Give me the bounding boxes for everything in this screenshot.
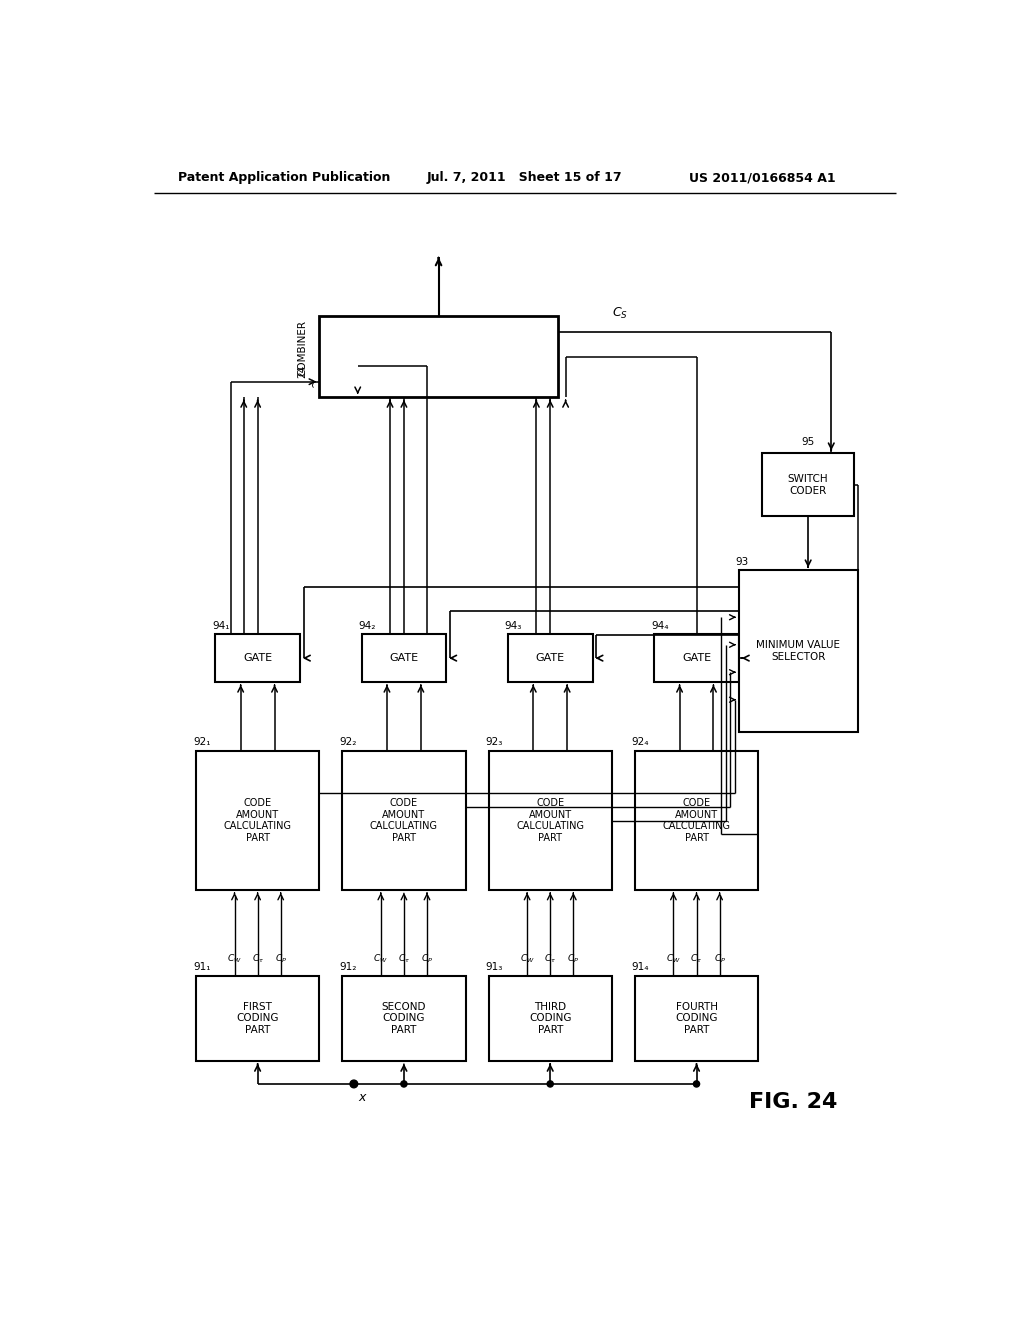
Bar [342, 751, 466, 890]
Bar [508, 635, 593, 682]
Text: $C_P$: $C_P$ [274, 953, 287, 965]
Text: $C_\tau$: $C_\tau$ [398, 953, 410, 965]
Text: Jul. 7, 2011   Sheet 15 of 17: Jul. 7, 2011 Sheet 15 of 17 [427, 172, 623, 185]
Text: THIRD
CODING
PART: THIRD CODING PART [529, 1002, 571, 1035]
Text: 92₁: 92₁ [193, 737, 210, 747]
Bar [739, 570, 858, 733]
Bar [488, 977, 611, 1061]
Bar [319, 317, 558, 397]
Text: $C_\tau$: $C_\tau$ [690, 953, 702, 965]
Text: $C_W$: $C_W$ [374, 953, 388, 965]
Text: SECOND
CODING
PART: SECOND CODING PART [382, 1002, 426, 1035]
Text: 91₂: 91₂ [339, 961, 356, 972]
Text: SWITCH
CODER: SWITCH CODER [787, 474, 828, 496]
Text: GATE: GATE [536, 653, 565, 663]
Text: 93: 93 [735, 557, 749, 568]
Text: US 2011/0166854 A1: US 2011/0166854 A1 [689, 172, 836, 185]
Text: GATE: GATE [389, 653, 419, 663]
Text: $C_W$: $C_W$ [227, 953, 242, 965]
Text: 91₁: 91₁ [193, 961, 210, 972]
Text: $C_\tau$: $C_\tau$ [252, 953, 264, 965]
Text: $C_S$: $C_S$ [611, 306, 628, 321]
Text: 92₃: 92₃ [485, 737, 503, 747]
Text: 91₄: 91₄ [632, 961, 649, 972]
Text: ~: ~ [306, 376, 319, 387]
Text: CODE
AMOUNT
CALCULATING
PART: CODE AMOUNT CALCULATING PART [516, 799, 585, 843]
Text: $C_P$: $C_P$ [714, 953, 726, 965]
Bar [342, 977, 466, 1061]
Text: x: x [357, 1092, 366, 1105]
Bar [215, 635, 300, 682]
Text: MINIMUM VALUE
SELECTOR: MINIMUM VALUE SELECTOR [756, 640, 840, 663]
Bar [196, 977, 319, 1061]
Text: FOURTH
CODING
PART: FOURTH CODING PART [675, 1002, 718, 1035]
Text: 91₃: 91₃ [485, 961, 503, 972]
Bar [762, 453, 854, 516]
Circle shape [693, 1081, 699, 1088]
Text: 94₄: 94₄ [651, 622, 669, 631]
Text: $C_P$: $C_P$ [421, 953, 433, 965]
Text: $C_W$: $C_W$ [666, 953, 681, 965]
Text: 92₄: 92₄ [632, 737, 649, 747]
Text: $C_W$: $C_W$ [520, 953, 535, 965]
Text: 24: 24 [297, 364, 307, 378]
Text: 94₂: 94₂ [358, 622, 376, 631]
Bar [635, 977, 758, 1061]
Text: Patent Application Publication: Patent Application Publication [178, 172, 391, 185]
Bar [196, 751, 319, 890]
Circle shape [350, 1080, 357, 1088]
Text: COMBINER: COMBINER [297, 319, 307, 376]
Bar [654, 635, 739, 682]
Text: $C_\tau$: $C_\tau$ [544, 953, 556, 965]
Text: GATE: GATE [682, 653, 711, 663]
Text: 94₁: 94₁ [212, 622, 229, 631]
Text: CODE
AMOUNT
CALCULATING
PART: CODE AMOUNT CALCULATING PART [223, 799, 292, 843]
Circle shape [547, 1081, 553, 1088]
Bar [488, 751, 611, 890]
Text: CODE
AMOUNT
CALCULATING
PART: CODE AMOUNT CALCULATING PART [663, 799, 730, 843]
Bar [635, 751, 758, 890]
Text: FIRST
CODING
PART: FIRST CODING PART [237, 1002, 279, 1035]
Text: 92₂: 92₂ [339, 737, 356, 747]
Circle shape [400, 1081, 407, 1088]
Text: 94₃: 94₃ [505, 622, 522, 631]
Text: CODE
AMOUNT
CALCULATING
PART: CODE AMOUNT CALCULATING PART [370, 799, 438, 843]
Text: 95: 95 [802, 437, 815, 447]
Text: GATE: GATE [243, 653, 272, 663]
Bar [361, 635, 446, 682]
Text: FIG. 24: FIG. 24 [749, 1092, 837, 1111]
Text: $C_P$: $C_P$ [567, 953, 580, 965]
